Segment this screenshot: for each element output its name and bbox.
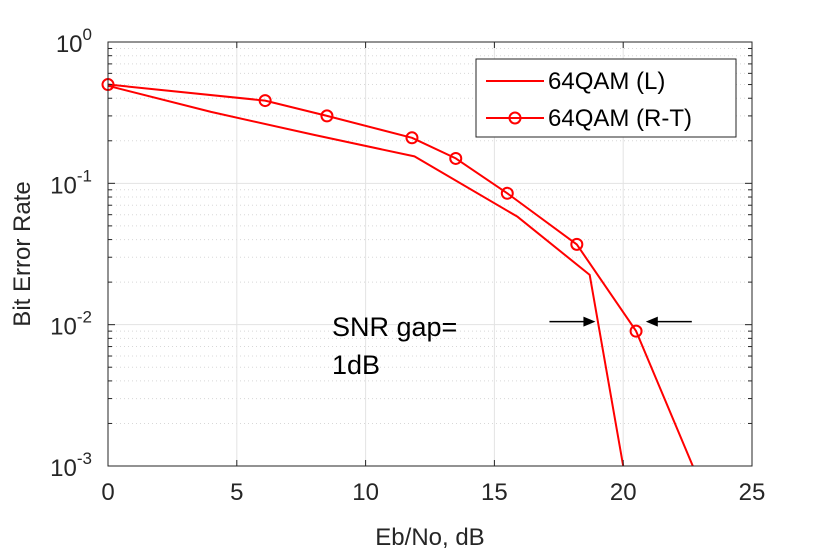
data-point-64qam-rt (570, 237, 584, 251)
tick-marks (107, 41, 753, 467)
y-tick-base: 10 (50, 314, 77, 341)
x-tick-label: 10 (352, 479, 379, 506)
x-tick-label: 15 (481, 479, 508, 506)
y-tick-label: 10-2 (50, 308, 92, 341)
gap-arrow-right-head (645, 316, 658, 327)
x-tick-label: 0 (101, 479, 114, 506)
series-line-64qam-l (107, 84, 625, 467)
annotation-line-1: SNR gap= (332, 312, 457, 342)
y-tick-label: 10-3 (50, 449, 92, 482)
x-tick-label: 25 (739, 479, 766, 506)
y-tick-exponent: -1 (77, 166, 92, 185)
y-tick-base: 10 (50, 172, 77, 199)
annotation-line-2: 1dB (332, 350, 380, 380)
legend: 64QAM (L) 64QAM (R-T) (475, 58, 737, 138)
y-tick-exponent: -3 (77, 449, 92, 468)
series-layer (101, 78, 694, 467)
axes-box (107, 41, 753, 467)
data-point-64qam-rt (258, 94, 272, 108)
gap-arrow-left-head (583, 316, 596, 327)
legend-label-64qam-l: 64QAM (L) (548, 68, 665, 95)
y-axis-label: Bit Error Rate (9, 181, 36, 326)
data-point-64qam-rt (449, 151, 463, 165)
data-point-64qam-rt (405, 131, 419, 145)
data-point-64qam-rt (320, 109, 334, 123)
y-tick-label: 100 (56, 25, 92, 58)
x-tick-label: 20 (610, 479, 637, 506)
y-tick-base: 10 (50, 455, 77, 482)
legend-marker-64qam-rt (508, 111, 522, 125)
legend-label-64qam-rt: 64QAM (R-T) (548, 105, 692, 132)
legend-box (475, 58, 737, 138)
x-tick-label: 5 (230, 479, 243, 506)
data-point-64qam-rt (500, 186, 514, 200)
series-line-64qam-rt (107, 83, 694, 467)
x-axis-label: Eb/No, dB (375, 524, 484, 551)
x-tick-labels: 0 5 10 15 20 25 (101, 479, 765, 506)
data-point-64qam-rt (629, 324, 643, 338)
y-tick-base: 10 (56, 31, 83, 58)
y-tick-exponent: 0 (83, 25, 92, 44)
y-tick-exponent: -2 (77, 308, 92, 327)
y-tick-label: 10-1 (50, 166, 92, 199)
gap-arrows (549, 316, 692, 327)
